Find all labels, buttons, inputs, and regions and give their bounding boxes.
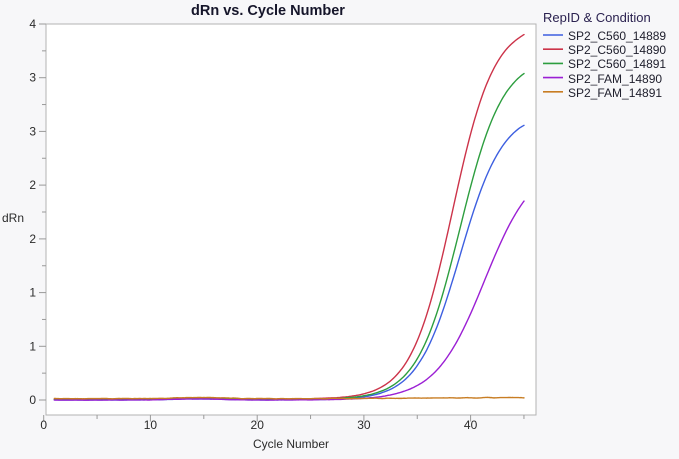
svg-text:1: 1: [29, 286, 36, 300]
svg-text:0: 0: [40, 418, 47, 432]
svg-text:2: 2: [29, 178, 36, 192]
svg-text:40: 40: [464, 418, 478, 432]
svg-text:0: 0: [29, 393, 36, 407]
svg-text:3: 3: [29, 71, 36, 85]
svg-text:2: 2: [29, 232, 36, 246]
svg-text:1: 1: [29, 339, 36, 353]
svg-text:4: 4: [29, 17, 36, 31]
svg-text:10: 10: [144, 418, 158, 432]
svg-text:3: 3: [29, 124, 36, 138]
svg-text:20: 20: [251, 418, 265, 432]
svg-text:30: 30: [357, 418, 371, 432]
